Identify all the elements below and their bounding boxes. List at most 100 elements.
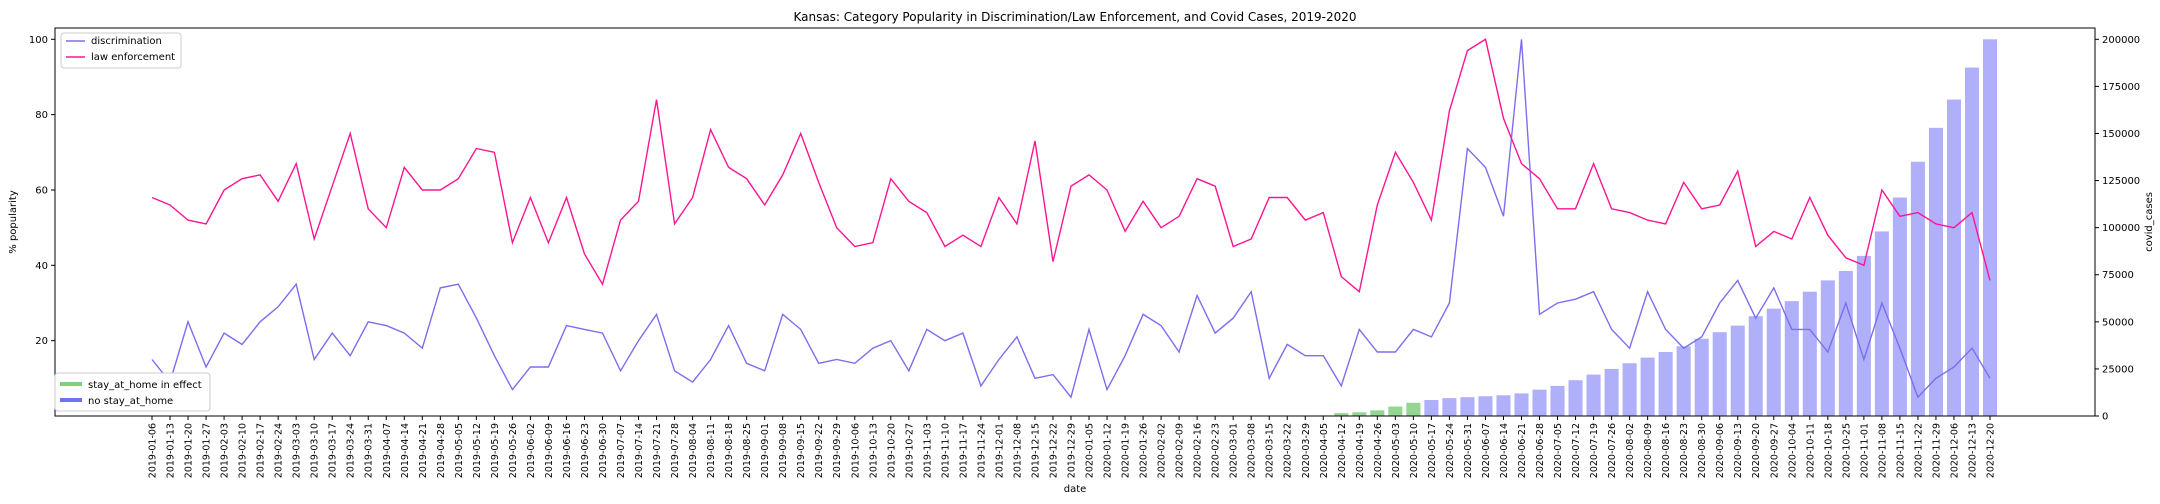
x-tick-label: 2019-04-07 — [382, 423, 393, 478]
covid-cases-bar — [1694, 338, 1709, 416]
y-axis-left: 20 40 60 80 100 — [29, 35, 55, 347]
covid-cases-bar — [1856, 255, 1871, 416]
x-tick-label: 2019-06-02 — [526, 423, 537, 478]
x-tick-label: 2020-12-13 — [1968, 423, 1979, 478]
x-tick-label: 2020-01-12 — [1103, 423, 1114, 478]
x-tick-label: 2020-08-30 — [1697, 423, 1708, 478]
x-tick-label: 2020-09-27 — [1769, 423, 1780, 478]
x-tick-label: 2019-12-08 — [1012, 423, 1023, 478]
covid-cases-bar — [1640, 357, 1655, 416]
x-tick-label: 2019-11-17 — [958, 423, 969, 478]
x-tick-label: 2020-01-26 — [1139, 423, 1150, 478]
covid-cases-bar — [1424, 399, 1439, 416]
y-axis-label: % popularity — [8, 190, 19, 254]
x-tick-label: 2020-01-05 — [1085, 423, 1096, 478]
legend-lines: discrimination law enforcement — [60, 32, 182, 69]
x-tick-label: 2020-11-01 — [1859, 423, 1870, 478]
x-tick-label: 2020-05-10 — [1409, 423, 1420, 478]
covid-cases-bar — [1604, 368, 1619, 416]
covid-cases-bar — [1928, 127, 1943, 416]
y-axis-right: 0 25000 50000 75000 100000 125000 150000 175000… — [2095, 35, 2140, 423]
x-tick-label: 2020-07-19 — [1589, 423, 1600, 478]
x-tick-label: 2020-09-13 — [1733, 423, 1744, 478]
x-tick-label: 2019-05-26 — [508, 423, 519, 478]
y-tick-label: 100 — [29, 35, 48, 46]
covid-cases-bar — [1622, 363, 1637, 416]
x-tick-label: 2019-05-05 — [454, 423, 465, 478]
covid-cases-bar — [1388, 406, 1403, 416]
covid-cases-bar — [1892, 197, 1907, 416]
x-tick-label: 2019-04-21 — [418, 423, 429, 478]
x-tick-label: 2019-03-24 — [346, 423, 357, 478]
x-tick-label: 2020-04-26 — [1373, 423, 1384, 478]
x-tick-label: 2020-06-07 — [1481, 423, 1492, 478]
x-tick-label: 2019-03-10 — [310, 423, 321, 478]
x-tick-label: 2020-09-20 — [1751, 423, 1762, 478]
covid-cases-bar — [1820, 280, 1835, 416]
covid-cases-bar — [1910, 161, 1925, 416]
x-tick-label: 2019-06-23 — [580, 423, 591, 478]
covid-cases-bar — [1586, 374, 1601, 416]
x-tick-label: 2019-10-27 — [904, 423, 915, 478]
x-tick-label: 2020-11-15 — [1895, 423, 1906, 478]
covid-cases-bar — [1334, 413, 1349, 416]
covid-cases-bar — [1802, 291, 1817, 416]
x-tick-label: 2020-06-14 — [1499, 423, 1510, 478]
x-tick-label: 2019-03-17 — [328, 423, 339, 478]
x-tick-label: 2019-07-14 — [634, 423, 645, 478]
x-tick-label: 2020-05-17 — [1427, 423, 1438, 478]
x-tick-label: 2019-08-25 — [742, 423, 753, 478]
x-tick-label: 2020-08-09 — [1643, 423, 1654, 478]
x-tick-label: 2019-11-03 — [922, 423, 933, 478]
x-tick-label: 2019-08-18 — [724, 423, 735, 478]
x-tick-label: 2020-10-25 — [1841, 423, 1852, 478]
covid-cases-bar — [1460, 397, 1475, 416]
y-tick-label: 40 — [35, 261, 48, 272]
covid-cases-bar — [1568, 380, 1583, 416]
covid-cases-bar — [1352, 412, 1367, 416]
covid-cases-bar — [1370, 410, 1385, 416]
covid-cases-bar — [1982, 39, 1998, 417]
chart-title: Kansas: Category Popularity in Discrimin… — [793, 10, 1356, 24]
x-tick-label: 2019-12-29 — [1067, 423, 1078, 478]
x-tick-label: 2020-10-18 — [1823, 423, 1834, 478]
x-tick-label: 2020-02-09 — [1175, 423, 1186, 478]
x-tick-label: 2019-08-04 — [688, 423, 699, 478]
covid-cases-bar — [1712, 332, 1727, 416]
covid-cases-bar — [1532, 389, 1547, 416]
covid-cases-bar — [1730, 325, 1745, 416]
x-tick-label: 2020-04-12 — [1337, 423, 1348, 478]
x-tick-label: 2019-06-30 — [598, 423, 609, 478]
x-tick-label: 2019-05-19 — [490, 423, 501, 478]
covid-cases-bar — [1946, 99, 1961, 416]
x-tick-label: 2020-02-23 — [1211, 423, 1222, 478]
y2-tick-label: 25000 — [2102, 364, 2134, 375]
covid-cases-bar — [1748, 316, 1763, 416]
x-tick-label: 2019-12-22 — [1049, 423, 1060, 478]
x-tick-label: 2019-10-20 — [886, 423, 897, 478]
x-tick-label: 2019-10-06 — [850, 423, 861, 478]
legend-bars-box — [54, 372, 211, 412]
x-tick-label: 2020-03-29 — [1301, 423, 1312, 478]
x-tick-label: 2019-01-27 — [202, 423, 213, 478]
x-tick-label: 2020-01-19 — [1121, 423, 1132, 478]
x-tick-label: 2019-01-13 — [166, 423, 177, 478]
x-axis: 2019-01-06 2019-01-13 2019-01-20 2019-01-27… — [148, 416, 1997, 478]
y2-tick-label: 175000 — [2102, 82, 2140, 93]
x-tick-label: 2019-09-29 — [832, 423, 843, 478]
x-tick-label: 2019-02-24 — [274, 423, 285, 478]
y-tick-label: 60 — [35, 185, 48, 196]
x-tick-label: 2019-03-03 — [292, 423, 303, 478]
x-tick-label: 2020-04-19 — [1355, 423, 1366, 478]
bars-layer — [1316, 39, 1998, 417]
law-enforcement-line — [151, 38, 1991, 293]
x-tick-label: 2020-03-08 — [1247, 423, 1258, 478]
covid-cases-bar — [1442, 398, 1457, 416]
x-tick-label: 2020-10-04 — [1787, 423, 1798, 478]
x-tick-label: 2020-11-22 — [1913, 423, 1924, 478]
y2-tick-label: 200000 — [2102, 35, 2140, 46]
x-tick-label: 2020-03-15 — [1265, 423, 1276, 478]
x-tick-label: 2020-07-26 — [1607, 423, 1618, 478]
legend-no-stay-at-home-label: no stay_at_home — [88, 396, 173, 407]
plot-frame — [54, 27, 2096, 417]
